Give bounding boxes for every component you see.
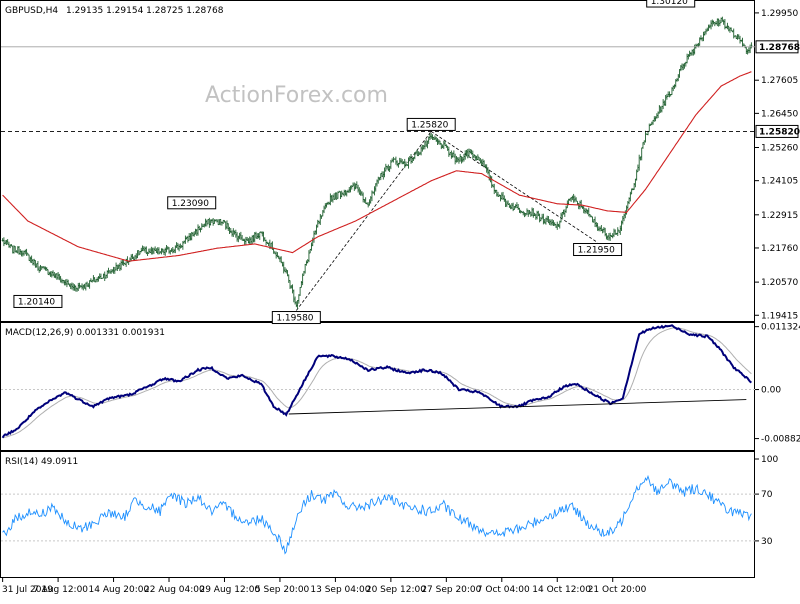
price-y-tick-label: 1.26450 [761, 109, 798, 119]
price-y-tick-label: 1.27605 [761, 76, 798, 86]
rsi-panel[interactable] [0, 451, 755, 578]
x-tick-label: 31 Jul 2019 [2, 585, 53, 595]
macd-y-tick-label: -0.008825 [761, 435, 800, 445]
level-annotation-box [271, 311, 321, 325]
moving-average-line [2, 71, 752, 262]
current-price-tag-label: 1.28768 [759, 43, 800, 53]
x-tick-label: 29 Aug 12:00 [199, 585, 260, 595]
rsi-y-tick-label: 70 [761, 490, 773, 500]
x-tick-label: 21 Oct 20:00 [588, 585, 647, 595]
macd-trend-line [288, 399, 747, 415]
price-y-axis: 1.29950 1.27605 1.26450 1.25260 1.24105 1.229… [755, 9, 798, 321]
x-tick-label: 7 Aug 12:00 [33, 585, 88, 595]
price-y-tick-label: 1.24105 [761, 177, 798, 187]
rsi-line [2, 474, 752, 555]
x-tick-label: 7 Oct 04:00 [477, 585, 530, 595]
macd-panel[interactable] [0, 322, 755, 451]
x-tick-label: 22 Aug 04:00 [144, 585, 205, 595]
level-annotation-box [13, 294, 63, 308]
level-annotation-box [573, 243, 623, 257]
level-annotation-label: 1.25820 [411, 120, 448, 130]
x-tick-label: 14 Aug 20:00 [89, 585, 150, 595]
rsi-y-axis: 100 70 30 [755, 455, 778, 547]
price-tags: 1.28768 1.25820 [1, 40, 800, 138]
price-y-tick-label: 1.29950 [761, 9, 798, 19]
level-line-tag-box [755, 124, 799, 138]
macd-title: MACD(12,26,9) 0.001331 0.001931 [5, 328, 165, 338]
ohlc-readout: 1.29135 1.29154 1.28725 1.28768 [66, 6, 224, 16]
level-annotation-label: 1.19580 [276, 314, 313, 324]
level-annotation-box [646, 0, 696, 8]
level-annotation-box [167, 196, 217, 210]
level-labels: 1.20140 1.23090 1.19580 1.25820 1.21950 1.301… [13, 0, 696, 325]
x-tick-label: 27 Sep 20:00 [421, 585, 481, 595]
price-y-tick-label: 1.19415 [761, 311, 798, 321]
watermark: ActionForex.com [205, 83, 388, 108]
level-annotation: 1.19580 [271, 311, 321, 325]
macd-y-axis: 0.011324 0.00 -0.008825 [755, 323, 800, 445]
level-annotation: 1.20140 [13, 294, 63, 308]
level-annotation: 1.21950 [573, 243, 623, 257]
current-price-tag: 1.28768 [755, 40, 800, 54]
x-tick-label: 14 Oct 12:00 [532, 585, 591, 595]
x-tick-label: 20 Sep 12:00 [366, 585, 426, 595]
price-bars [1, 16, 753, 309]
x-tick-label: 13 Sep 04:00 [310, 585, 370, 595]
symbol-timeframe: GBPUSD,H4 [5, 6, 58, 16]
price-y-tick-label: 1.20570 [761, 278, 798, 288]
rsi-y-tick-label: 30 [761, 537, 773, 547]
price-y-tick-label: 1.25260 [761, 144, 798, 154]
price-y-tick-label: 1.22915 [761, 211, 798, 221]
x-tick-label: 5 Sep 20:00 [255, 585, 310, 595]
price-y-tick-label: 1.21760 [761, 244, 798, 254]
price-panel[interactable] [0, 0, 755, 322]
level-annotation-label: 1.23090 [172, 199, 209, 209]
level-annotation-box [406, 117, 456, 131]
current-price-tag-box [755, 40, 799, 54]
level-line-tag-label: 1.25820 [759, 127, 800, 137]
level-line-tag: 1.25820 [755, 124, 800, 138]
level-annotation-label: 1.30120 [651, 0, 688, 7]
macd-y-tick-label: 0.00 [761, 386, 781, 396]
rsi-y-tick-label: 100 [761, 455, 778, 465]
macd-layer [1, 324, 755, 439]
rsi-title: RSI(14) 49.0911 [5, 457, 78, 467]
price-trend-line [430, 131, 598, 243]
level-annotation-label: 1.21950 [578, 246, 615, 256]
moving-average [2, 71, 752, 262]
level-annotation: 1.25820 [406, 117, 456, 131]
macd-y-tick-label: 0.011324 [761, 323, 800, 333]
rsi-layer [1, 474, 755, 555]
level-annotation: 1.23090 [167, 196, 217, 210]
macd-line [1, 324, 752, 439]
level-annotation: 1.30120 [646, 0, 696, 8]
level-annotation-label: 1.20140 [18, 297, 55, 307]
